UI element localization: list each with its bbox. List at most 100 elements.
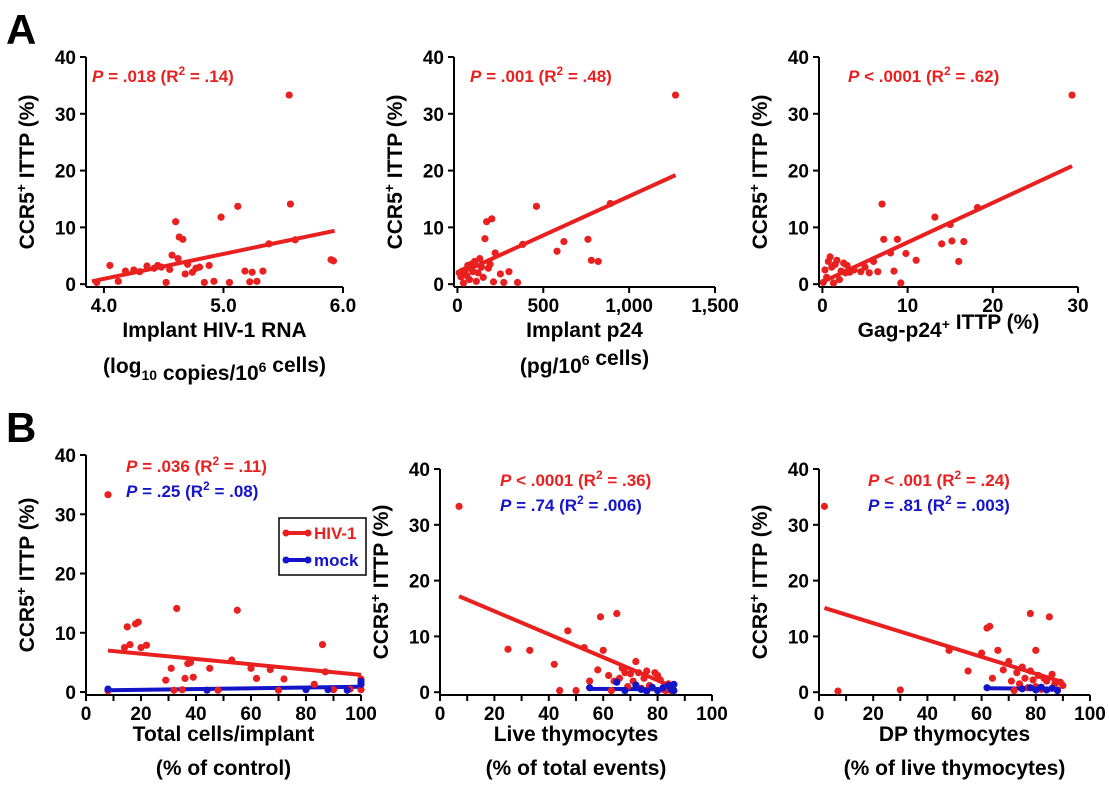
x-tick-label: 20 (982, 296, 1003, 317)
point-hiv-1 (321, 668, 329, 676)
point-mock (1053, 686, 1062, 695)
point-hiv-1 (572, 686, 580, 695)
point-hiv-1 (626, 670, 635, 678)
x-axis-label: Implant HIV-1 RNA (122, 319, 306, 342)
point-hiv-1 (596, 613, 605, 621)
point-hiv-1 (504, 645, 512, 653)
y-tick-label: 0 (419, 683, 430, 704)
point-hiv-1 (205, 261, 213, 270)
point-hiv-1 (550, 660, 558, 668)
point-mock (104, 685, 112, 693)
x-axis-label: DP thymocytes (879, 723, 1030, 746)
x-axis-label: Live thymocytes (494, 723, 659, 746)
point-hiv-1 (994, 646, 1002, 654)
y-axis-label: CCR5+ ITTP (%) (746, 505, 772, 660)
point-hiv-1 (170, 686, 178, 694)
point-hiv-1 (829, 279, 838, 287)
point-hiv-1 (948, 237, 956, 245)
point-hiv-1 (826, 253, 834, 261)
y-tick-label: 20 (423, 162, 444, 183)
point-hiv-1 (861, 263, 869, 271)
point-hiv-1 (850, 266, 858, 274)
x-tick-label: 20 (863, 704, 884, 725)
point-mock (343, 686, 351, 694)
y-axis-label: CCR5+ ITTP (%) (746, 95, 772, 250)
point-hiv-1 (902, 249, 910, 258)
point-hiv-1 (513, 278, 522, 287)
x-tick-label: 40 (917, 704, 938, 725)
y-tick-label: 20 (409, 572, 430, 593)
point-hiv-1 (143, 262, 151, 270)
point-hiv-1 (886, 249, 895, 257)
point-hiv-1 (1021, 674, 1029, 682)
point-hiv-1 (172, 218, 180, 226)
x-tick-label: 4.0 (91, 296, 117, 317)
point-hiv-1 (486, 260, 494, 268)
point-hiv-1 (357, 686, 365, 694)
point-hiv-1 (318, 641, 327, 649)
y-tick-label: 40 (55, 446, 76, 467)
point-hiv-1 (938, 240, 946, 248)
y-tick-label: 10 (55, 624, 76, 645)
point-mock (302, 686, 310, 694)
y-tick-label: 10 (409, 627, 430, 648)
fit-line-hiv-1 (107, 648, 362, 677)
x-tick-label: 40 (185, 704, 206, 725)
point-hiv-1 (174, 255, 182, 263)
point-hiv-1 (233, 606, 241, 614)
point-mock (637, 685, 645, 694)
point-hiv-1 (184, 260, 192, 268)
point-mock (203, 686, 211, 694)
x-tick-label: 60 (593, 704, 614, 725)
y-tick-label: 0 (433, 275, 444, 296)
point-hiv-1 (594, 666, 602, 674)
legend-marker (282, 556, 290, 564)
point-hiv-1 (1059, 681, 1067, 690)
point-hiv-1 (945, 646, 953, 654)
point-mock (670, 686, 678, 695)
legend-marker (304, 556, 312, 564)
point-hiv-1 (1048, 670, 1056, 678)
stats-label: P = .25 (R2 = .08) (126, 479, 258, 501)
point-hiv-1 (214, 686, 222, 694)
y-tick-label: 10 (788, 627, 809, 648)
x-tick-label: 10 (897, 296, 918, 317)
point-hiv-1 (189, 673, 197, 681)
point-hiv-1 (162, 676, 170, 684)
point-hiv-1 (259, 267, 267, 275)
point-hiv-1 (587, 256, 595, 264)
point-hiv-1 (266, 665, 274, 674)
point-hiv-1 (476, 255, 484, 263)
stats-label: P < .0001 (R2 = .62) (848, 64, 999, 86)
point-hiv-1 (893, 235, 901, 243)
point-hiv-1 (206, 664, 214, 672)
point-mock (643, 687, 651, 695)
panel-label-b: B (6, 404, 36, 451)
x-axis-label: (log10 copies/106 cells) (103, 354, 326, 385)
point-mock (1043, 686, 1051, 694)
point-hiv-1 (878, 200, 886, 208)
point-hiv-1 (200, 278, 208, 287)
panel-label-a: A (6, 6, 36, 53)
point-hiv-1 (564, 627, 572, 635)
point-hiv-1 (1007, 677, 1016, 685)
x-axis-label: Implant p24 (526, 319, 643, 342)
x-tick-label: 0 (452, 296, 463, 317)
point-hiv-1 (843, 261, 851, 270)
x-tick-label: 5.0 (210, 296, 236, 317)
x-tick-label: 20 (130, 704, 151, 725)
y-tick-label: 30 (55, 105, 76, 126)
point-hiv-1 (556, 686, 564, 695)
point-hiv-1 (833, 256, 841, 264)
point-hiv-1 (228, 656, 236, 664)
point-hiv-1 (1026, 609, 1034, 618)
point-hiv-1 (621, 669, 629, 677)
point-hiv-1 (897, 279, 905, 287)
point-mock (648, 683, 656, 691)
y-axis-label: CCR5+ ITTP (%) (381, 95, 407, 250)
x-tick-label: 1,500 (691, 296, 739, 317)
x-tick-label: 30 (1067, 296, 1088, 317)
y-tick-label: 40 (409, 460, 430, 481)
point-hiv-1 (465, 276, 474, 284)
y-tick-label: 10 (788, 218, 809, 239)
